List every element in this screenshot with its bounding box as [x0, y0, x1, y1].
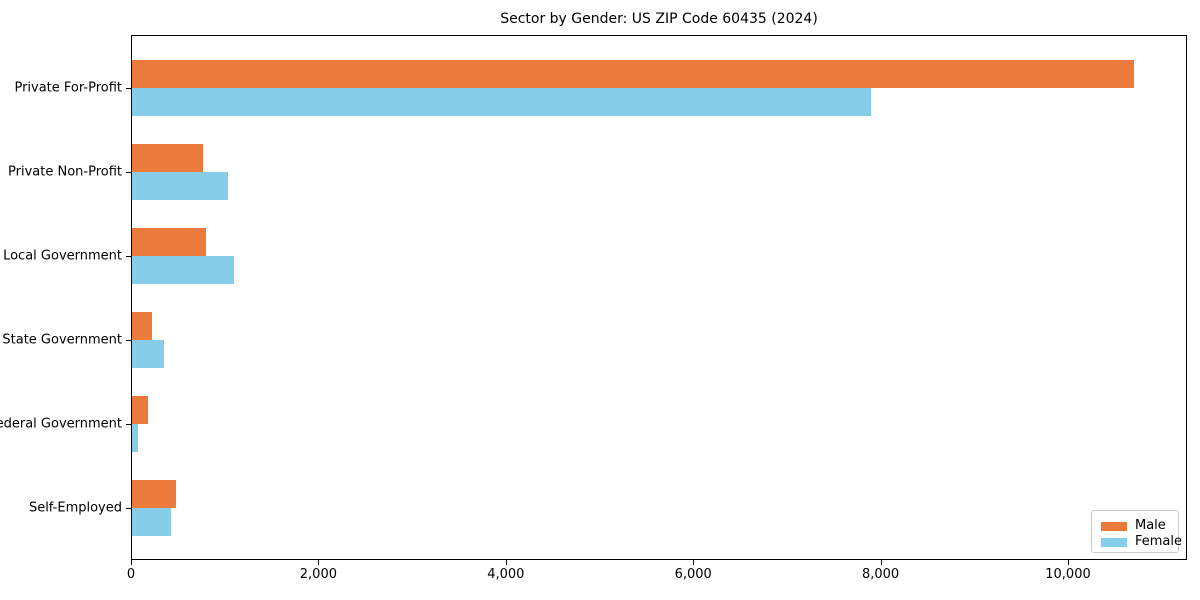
y-tick-label-state-government: State Government [2, 332, 122, 348]
bar-female-local-government [132, 256, 235, 284]
legend: Male Female [1091, 510, 1182, 553]
chart-title: Sector by Gender: US ZIP Code 60435 (202… [500, 11, 818, 27]
x-tick-label-10-000: 10,000 [1045, 567, 1091, 582]
x-tick-label-0: 0 [126, 567, 136, 582]
y-tick-mark [126, 508, 131, 509]
y-tick-mark [126, 340, 131, 341]
y-tick-label-private-for-profit: Private For-Profit [14, 80, 122, 96]
bar-male-private-non-profit [132, 144, 204, 172]
bar-male-local-government [132, 228, 206, 256]
x-tick-mark [505, 560, 507, 565]
bar-female-private-for-profit [132, 88, 872, 116]
y-tick-mark [126, 172, 131, 173]
x-tick-mark [318, 560, 320, 565]
x-tick-mark [880, 560, 882, 565]
y-tick-mark [126, 424, 131, 425]
y-tick-mark [126, 256, 131, 257]
bar-male-federal-government [132, 396, 148, 424]
x-tick-mark [693, 560, 695, 565]
bar-female-state-government [132, 340, 164, 368]
y-tick-label-self-employed: Self-Employed [28, 500, 122, 516]
y-tick-label-local-government: Local Government [3, 248, 122, 264]
x-tick-label-8-000: 8,000 [861, 567, 900, 582]
x-tick-mark [1068, 560, 1069, 565]
y-tick-label-private-non-profit: Private Non-Profit [8, 164, 122, 180]
y-tick-label-federal-government: Federal Government [0, 416, 122, 432]
bar-female-federal-government [132, 424, 139, 452]
legend-item-female: Female [1101, 534, 1182, 550]
legend-item-male: Male [1101, 518, 1169, 534]
legend-label-male: Male [1135, 518, 1166, 533]
bar-female-self-employed [132, 508, 172, 536]
legend-swatch-female [1101, 537, 1127, 547]
bar-male-state-government [132, 312, 152, 340]
plot-area [131, 35, 1187, 560]
legend-label-female: Female [1135, 534, 1183, 549]
y-tick-mark [126, 88, 131, 89]
legend-swatch-male [1101, 521, 1127, 531]
x-tick-label-6-000: 6,000 [674, 567, 712, 582]
bar-female-private-non-profit [132, 172, 229, 200]
x-tick-mark [131, 560, 132, 565]
bar-male-self-employed [132, 480, 176, 508]
x-tick-label-4-000: 4,000 [487, 567, 525, 582]
x-tick-label-2-000: 2,000 [299, 567, 337, 582]
bar-male-private-for-profit [132, 60, 1134, 88]
